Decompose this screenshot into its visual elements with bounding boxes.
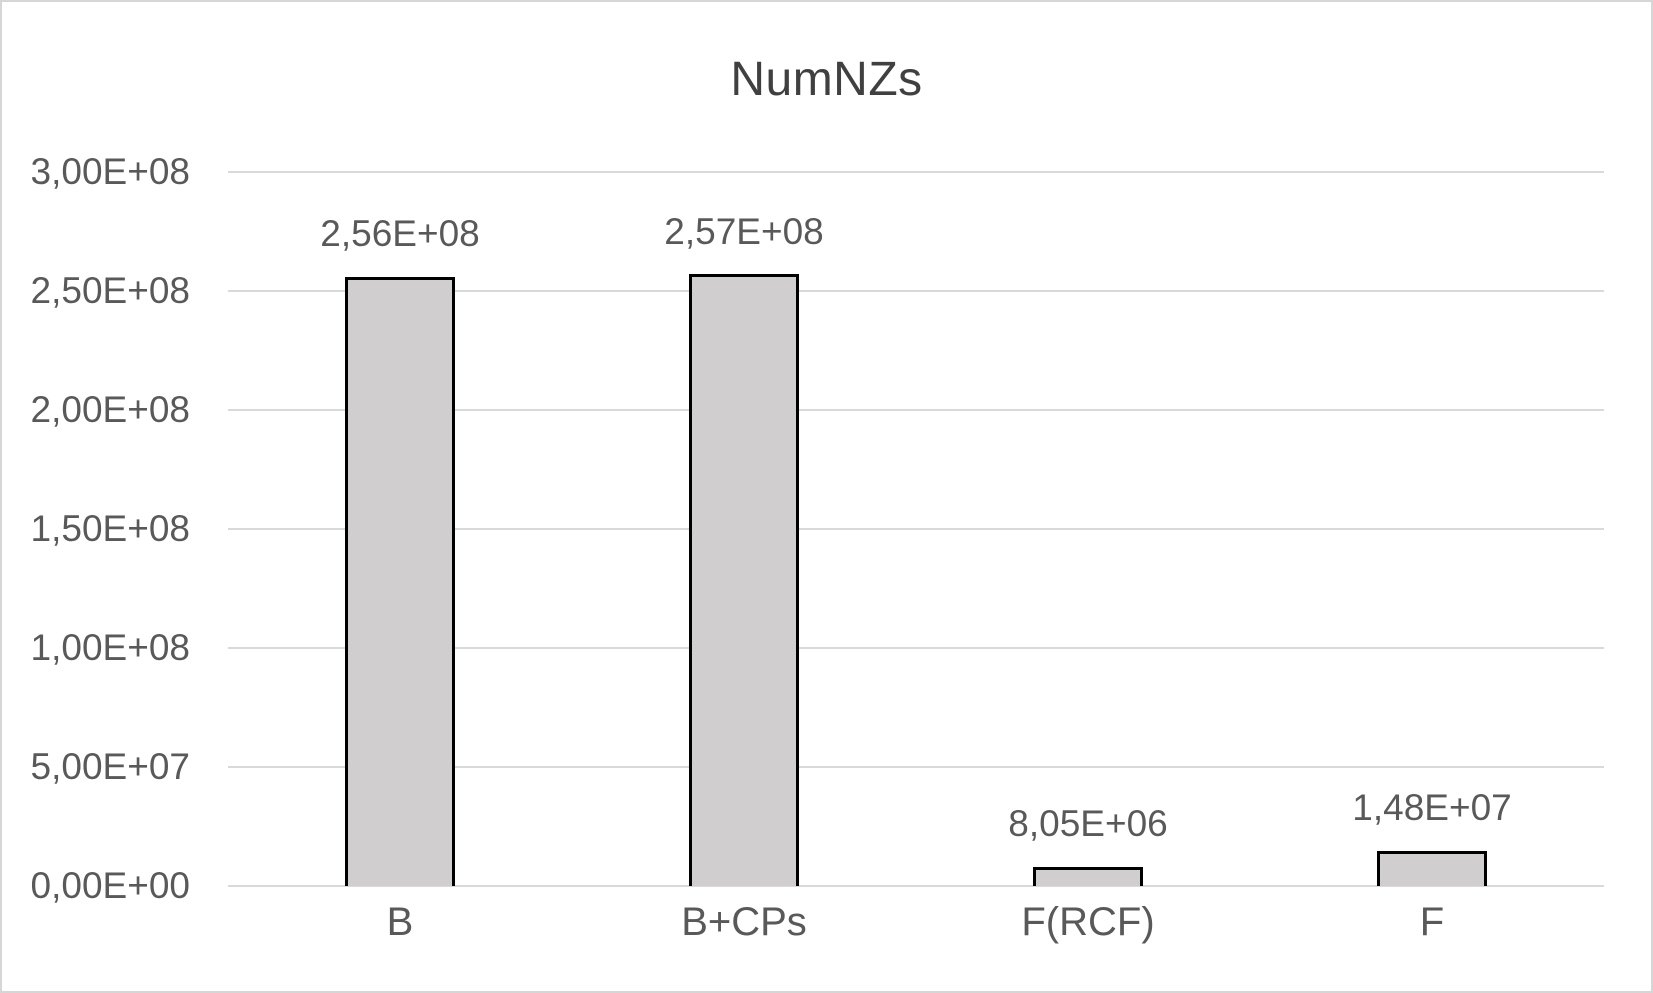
bar-F(RCF) (1033, 866, 1143, 886)
gridline (228, 171, 1604, 173)
y-tick-label: 2,50E+08 (30, 270, 190, 311)
gridline (228, 647, 1604, 649)
x-axis-line (228, 885, 1604, 887)
x-tick-label: B+CPs (681, 900, 807, 944)
plot-area: 2,56E+08 2,57E+08 8,05E+06 1,48E+07 (228, 171, 1604, 887)
gridline (228, 409, 1604, 411)
gridline (228, 528, 1604, 530)
bar-F (1377, 850, 1487, 886)
y-axis: 0,00E+00 5,00E+07 1,00E+08 1,50E+08 2,00E+08… (2, 151, 190, 906)
chart-title: NumNZs (730, 53, 923, 106)
y-tick-label: 5,00E+07 (30, 746, 190, 787)
value-label: 2,57E+08 (664, 210, 824, 252)
y-tick-label: 3,00E+08 (30, 151, 190, 192)
y-tick-label: 1,00E+08 (30, 627, 190, 668)
x-axis: B B+CPs F(RCF) F (228, 900, 1604, 960)
gridline (228, 290, 1604, 292)
value-label: 2,56E+08 (320, 213, 480, 255)
y-tick-label: 0,00E+00 (30, 865, 190, 906)
x-tick-label: B (386, 900, 414, 944)
y-tick-label: 2,00E+08 (30, 389, 190, 430)
bar-B+CPs (689, 274, 799, 886)
bar-B (345, 276, 455, 886)
x-tick-label: F (1419, 900, 1445, 944)
value-label: 1,48E+07 (1352, 787, 1512, 829)
gridline (228, 766, 1604, 768)
y-tick-label: 1,50E+08 (30, 508, 190, 549)
x-tick-label: F(RCF) (1021, 900, 1155, 944)
value-label: 8,05E+06 (1008, 803, 1168, 845)
